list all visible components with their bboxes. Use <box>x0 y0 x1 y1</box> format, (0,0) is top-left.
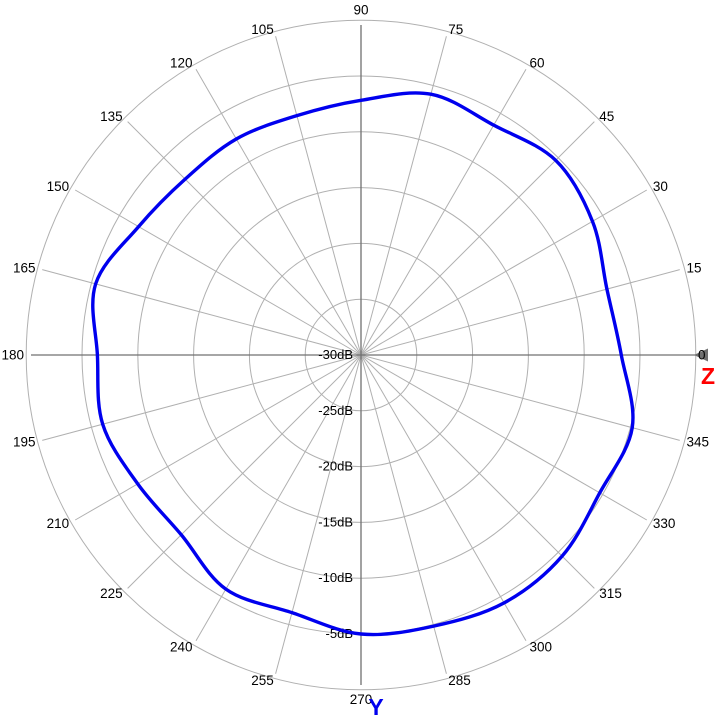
svg-text:240: 240 <box>170 639 193 654</box>
svg-text:-30dB: -30dB <box>318 347 353 362</box>
svg-text:30: 30 <box>653 179 668 194</box>
svg-text:105: 105 <box>251 22 274 37</box>
svg-text:210: 210 <box>47 516 70 531</box>
svg-text:315: 315 <box>599 586 622 601</box>
svg-text:15: 15 <box>687 260 702 275</box>
svg-text:180: 180 <box>1 348 24 363</box>
svg-text:-25dB: -25dB <box>318 403 353 418</box>
svg-text:Y: Y <box>368 694 383 720</box>
svg-text:75: 75 <box>448 22 463 37</box>
svg-text:0: 0 <box>698 348 706 363</box>
svg-text:Z: Z <box>701 363 715 389</box>
svg-text:60: 60 <box>530 56 545 71</box>
svg-text:-10dB: -10dB <box>318 570 353 585</box>
svg-text:120: 120 <box>170 56 193 71</box>
svg-text:-20dB: -20dB <box>318 459 353 474</box>
svg-text:330: 330 <box>653 516 676 531</box>
svg-text:135: 135 <box>100 109 123 124</box>
svg-text:255: 255 <box>251 673 274 688</box>
svg-text:165: 165 <box>13 260 36 275</box>
svg-text:300: 300 <box>530 639 553 654</box>
svg-text:225: 225 <box>100 586 123 601</box>
svg-text:195: 195 <box>13 435 36 450</box>
svg-text:45: 45 <box>599 109 614 124</box>
svg-text:90: 90 <box>353 3 368 18</box>
svg-text:345: 345 <box>687 435 710 450</box>
svg-text:-15dB: -15dB <box>318 514 353 529</box>
svg-text:150: 150 <box>47 179 70 194</box>
svg-text:285: 285 <box>448 673 471 688</box>
